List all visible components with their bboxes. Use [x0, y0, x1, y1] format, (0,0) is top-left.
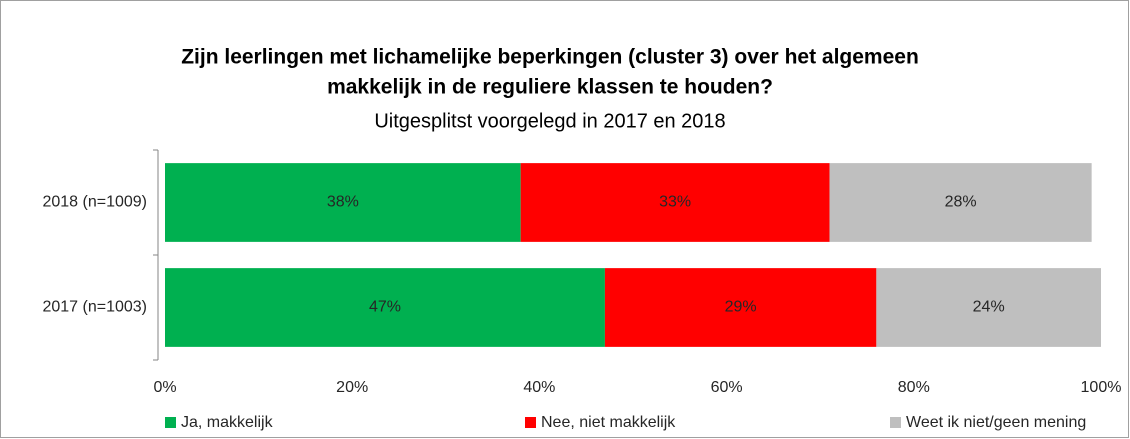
y-tick-label: 2017 (n=1003): [42, 299, 147, 316]
bar-segment: [876, 268, 1101, 347]
data-label: 47%: [369, 299, 401, 316]
x-tick-label: 100%: [1081, 379, 1122, 396]
legend-swatch: [525, 417, 536, 428]
chart-title: makkelijk in de reguliere klassen te hou…: [327, 76, 773, 99]
data-label: 29%: [725, 299, 757, 316]
bar-segment: [520, 163, 830, 242]
bar-segment: [829, 163, 1092, 242]
chart-subtitle: Uitgesplitst voorgelegd in 2017 en 2018: [374, 110, 725, 132]
x-tick-label: 80%: [898, 379, 930, 396]
legend-label: Weet ik niet/geen mening: [906, 414, 1086, 431]
y-tick-label: 2018 (n=1009): [42, 194, 147, 211]
legend-label: Ja, makkelijk: [181, 414, 274, 431]
legend-label: Nee, niet makkelijk: [541, 414, 676, 431]
legend-swatch: [890, 417, 901, 428]
data-label: 38%: [327, 194, 359, 211]
bar-segment: [165, 268, 605, 347]
x-tick-label: 0%: [153, 379, 176, 396]
x-tick-label: 20%: [336, 379, 368, 396]
bar-segment: [165, 163, 521, 242]
data-label: 28%: [945, 194, 977, 211]
data-label: 33%: [659, 194, 691, 211]
x-tick-label: 60%: [711, 379, 743, 396]
legend-swatch: [165, 417, 176, 428]
bar-segment: [604, 268, 877, 347]
data-label: 24%: [973, 299, 1005, 316]
chart-title: Zijn leerlingen met lichamelijke beperki…: [181, 46, 919, 69]
x-tick-label: 40%: [523, 379, 555, 396]
